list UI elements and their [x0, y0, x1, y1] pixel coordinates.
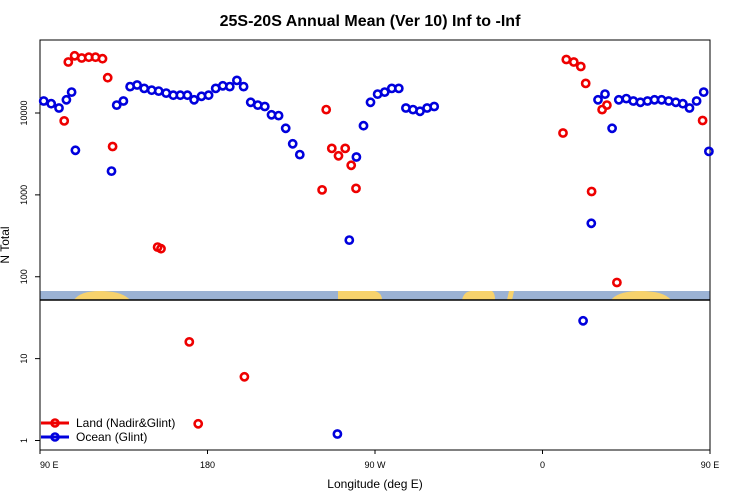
- x-tick-label-2: 90 W: [364, 460, 386, 470]
- land-strip-australia: [74, 291, 130, 300]
- land-point-20: [351, 183, 361, 194]
- land-point-28: [602, 100, 612, 110]
- ocean-point-42: [393, 83, 404, 94]
- land-point-21: [558, 128, 568, 138]
- ocean-point-28: [259, 101, 270, 112]
- land-strip-africa-east: [507, 291, 514, 300]
- ocean-point-1: [46, 98, 57, 109]
- land-sea-strip: [40, 291, 710, 300]
- land-point-6: [97, 53, 108, 64]
- y-axis-label: N Total: [0, 226, 12, 263]
- legend-ocean-marker: [50, 432, 60, 442]
- ocean-point-37: [358, 120, 369, 131]
- land-point-7: [102, 72, 113, 83]
- legend-land-label: Land (Nadir&Glint): [76, 416, 175, 430]
- ocean-point-38: [365, 97, 376, 108]
- ocean-point-66: [698, 87, 709, 97]
- ocean-point-35: [344, 235, 355, 245]
- land-point-16: [326, 143, 337, 154]
- legend: Land (Nadir&Glint) Ocean (Glint): [41, 416, 175, 444]
- ocean-point-32: [287, 138, 298, 149]
- land-point-13: [239, 371, 250, 382]
- land-point-22: [561, 54, 572, 65]
- ocean-point-50: [586, 218, 597, 229]
- ocean-point-30: [273, 110, 284, 121]
- ocean-point-0: [38, 96, 49, 106]
- ocean-point-3: [61, 94, 72, 105]
- ocean-point-54: [613, 94, 624, 105]
- land-point-19: [346, 160, 357, 171]
- ocean-point-64: [684, 103, 695, 113]
- ocean-point-2: [54, 103, 64, 113]
- series-land: [59, 50, 708, 429]
- ocean-point-40: [379, 87, 390, 97]
- land-point-11: [184, 336, 195, 347]
- ocean-point-51: [593, 94, 603, 105]
- land-point-10: [156, 243, 166, 254]
- ocean-point-31: [280, 123, 291, 134]
- ocean-point-13: [153, 86, 164, 96]
- ocean-point-11: [139, 83, 150, 94]
- land-point-12: [193, 418, 204, 429]
- ocean-point-18: [189, 94, 199, 105]
- ocean-point-20: [203, 90, 214, 101]
- ocean-point-6: [106, 166, 117, 176]
- land-strip-africa-west: [462, 291, 495, 300]
- land-point-0: [59, 116, 70, 126]
- chart-title: 25S-20S Annual Mean (Ver 10) Inf to -Inf: [220, 13, 521, 30]
- land-point-30: [697, 115, 708, 126]
- land-point-8: [107, 141, 118, 152]
- ocean-point-67: [704, 146, 714, 157]
- ocean-point-17: [182, 90, 193, 101]
- x-tick-label-4: 90 E: [701, 460, 720, 470]
- x-tick-label-3: 0: [540, 460, 545, 470]
- ocean-point-34: [332, 429, 343, 439]
- y-tick-label-2: 100: [19, 269, 29, 284]
- land-strip-australia-repeat: [611, 291, 671, 300]
- land-point-15: [321, 104, 332, 115]
- y-tick-label-3: 1000: [19, 185, 29, 205]
- x-axis-label: Longitude (deg E): [327, 477, 422, 491]
- land-point-17: [333, 150, 344, 161]
- land-point-26: [586, 186, 597, 197]
- land-point-23: [568, 57, 579, 67]
- land-point-24: [575, 61, 586, 72]
- land-point-25: [580, 78, 591, 89]
- land-point-18: [340, 143, 351, 154]
- y-tick-label-4: 10000: [19, 100, 29, 125]
- ocean-point-24: [231, 75, 242, 86]
- ocean-point-23: [224, 81, 235, 92]
- land-point-1: [63, 57, 74, 67]
- y-tick-label-1: 10: [19, 354, 29, 364]
- legend-land-marker: [50, 418, 60, 428]
- x-tick-label-1: 180: [200, 460, 215, 470]
- land-point-29: [612, 277, 622, 288]
- x-tick-label-0: 90 E: [40, 460, 59, 470]
- land-point-14: [317, 184, 327, 195]
- y-tick-label-0: 1: [19, 438, 29, 443]
- series-ocean: [38, 75, 714, 439]
- ocean-point-63: [677, 98, 688, 109]
- ocean-point-7: [111, 100, 122, 110]
- land-strip-south-america: [338, 291, 382, 300]
- ocean-point-33: [294, 149, 305, 160]
- ocean-point-5: [70, 145, 81, 156]
- ocean-point-4: [66, 87, 77, 97]
- y-axis: 1 10 100 1000 10000: [19, 100, 40, 443]
- ocean-point-49: [578, 315, 588, 326]
- legend-ocean-label: Ocean (Glint): [76, 430, 147, 444]
- ocean-point-25: [238, 81, 249, 92]
- ocean-point-47: [429, 101, 440, 112]
- ocean-point-8: [118, 96, 129, 106]
- ocean-point-52: [600, 89, 610, 99]
- ocean-point-53: [607, 123, 617, 134]
- ocean-point-65: [691, 96, 702, 106]
- ocean-point-36: [351, 152, 362, 162]
